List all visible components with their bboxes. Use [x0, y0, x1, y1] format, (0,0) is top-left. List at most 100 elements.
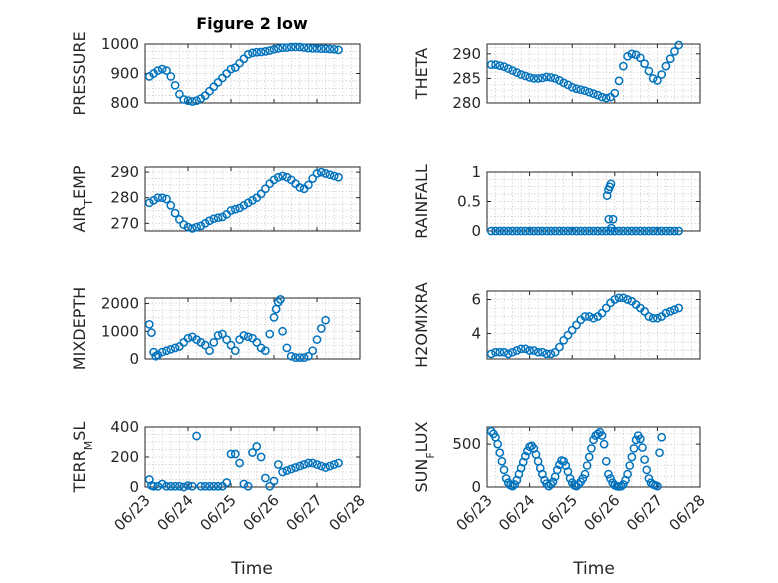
data-point: [589, 226, 598, 236]
data-point: [614, 226, 624, 236]
data-point: [295, 183, 305, 192]
x-tick-label: 06/28: [666, 491, 709, 534]
data-point: [312, 460, 322, 469]
axes-box: [486, 290, 701, 360]
data-point: [325, 44, 335, 54]
data-point: [582, 461, 592, 470]
data-point: [520, 71, 530, 81]
data-point: [644, 66, 654, 76]
data-point: [304, 43, 313, 53]
y-tick-label: 1: [471, 163, 481, 181]
y-tick-label: 290: [110, 163, 139, 181]
data-point: [226, 449, 236, 459]
data-point: [648, 313, 658, 323]
y-axis-label: THETA: [412, 48, 431, 100]
data-point: [550, 74, 560, 83]
data-point: [213, 481, 223, 491]
data-point: [636, 226, 645, 236]
data-point: [516, 344, 526, 354]
y-tick-label: 0: [471, 478, 481, 496]
data-point: [631, 226, 641, 236]
subplot-mixdepth: 0 1000 2000 MIXDEPTH: [70, 287, 361, 370]
data-point: [321, 169, 330, 178]
axes-box: [144, 297, 361, 360]
y-tick-label: 4: [471, 325, 481, 343]
data-point: [256, 47, 266, 57]
data-point: [162, 66, 171, 75]
data-point: [316, 461, 326, 471]
data-point: [629, 444, 639, 453]
data-point: [153, 193, 163, 203]
data-point: [674, 226, 684, 236]
data-point: [533, 74, 543, 83]
data-point: [584, 87, 594, 97]
data-point: [661, 61, 671, 71]
subplot-pressure: 800 900 1000 PRESSURE: [70, 31, 361, 116]
data-point: [520, 226, 530, 236]
data-point: [269, 476, 279, 486]
data-point: [334, 45, 343, 55]
data-point: [282, 343, 292, 353]
data-point: [533, 347, 543, 357]
data-point: [230, 346, 240, 356]
data-point: [674, 40, 684, 50]
data-point: [525, 346, 534, 355]
data-point: [200, 481, 210, 491]
data-point: [261, 473, 270, 483]
data-point: [166, 201, 176, 210]
data-point: [546, 73, 556, 82]
data-point: [256, 189, 266, 199]
data-point: [593, 226, 603, 236]
data-point: [170, 80, 180, 90]
data-point: [295, 461, 305, 471]
data-point: [243, 332, 253, 342]
data-point: [623, 295, 632, 304]
data-point: [499, 62, 509, 71]
data-point: [196, 338, 206, 347]
x-axis-label-left: Time: [230, 559, 273, 579]
data-point: [226, 64, 236, 74]
y-tick-label: 1000: [101, 35, 139, 53]
data-point: [574, 480, 583, 489]
data-point: [265, 329, 275, 339]
y-tick-label: 280: [452, 94, 481, 112]
data-point: [252, 47, 262, 57]
data-point: [166, 72, 176, 81]
data-point: [170, 481, 180, 491]
data-point: [235, 203, 244, 213]
data-point: [604, 469, 613, 479]
data-point: [653, 313, 662, 323]
y-tick-label: 290: [452, 45, 481, 63]
x-axis-label-right: Time: [572, 559, 615, 579]
data-point: [631, 435, 641, 445]
data-point: [248, 195, 257, 205]
data-point: [589, 313, 598, 323]
x-tick-label: 06/23: [453, 491, 496, 534]
data-point: [269, 175, 279, 185]
data-point: [265, 46, 275, 55]
y-tick-label: 2000: [101, 295, 139, 313]
data-point: [209, 214, 219, 224]
data-point: [192, 431, 201, 441]
data-point: [529, 226, 539, 236]
data-point: [316, 167, 326, 177]
y-tick-label: 0: [129, 478, 139, 496]
data-point: [273, 172, 283, 182]
data-point: [572, 226, 581, 236]
data-point: [627, 452, 637, 462]
data-point: [555, 226, 564, 236]
data-point: [325, 170, 335, 180]
y-tick-label: 500: [452, 435, 481, 453]
data-point: [218, 73, 227, 83]
data-point: [175, 89, 184, 99]
data-point: [205, 481, 214, 491]
data-point: [644, 312, 654, 321]
data-point: [230, 449, 240, 459]
data-point: [538, 73, 547, 83]
x-tick-label: 06/25: [538, 491, 581, 534]
data-point: [610, 88, 620, 98]
data-point: [269, 44, 279, 54]
data-point: [508, 347, 517, 357]
data-point: [499, 465, 509, 475]
data-point: [499, 226, 509, 236]
